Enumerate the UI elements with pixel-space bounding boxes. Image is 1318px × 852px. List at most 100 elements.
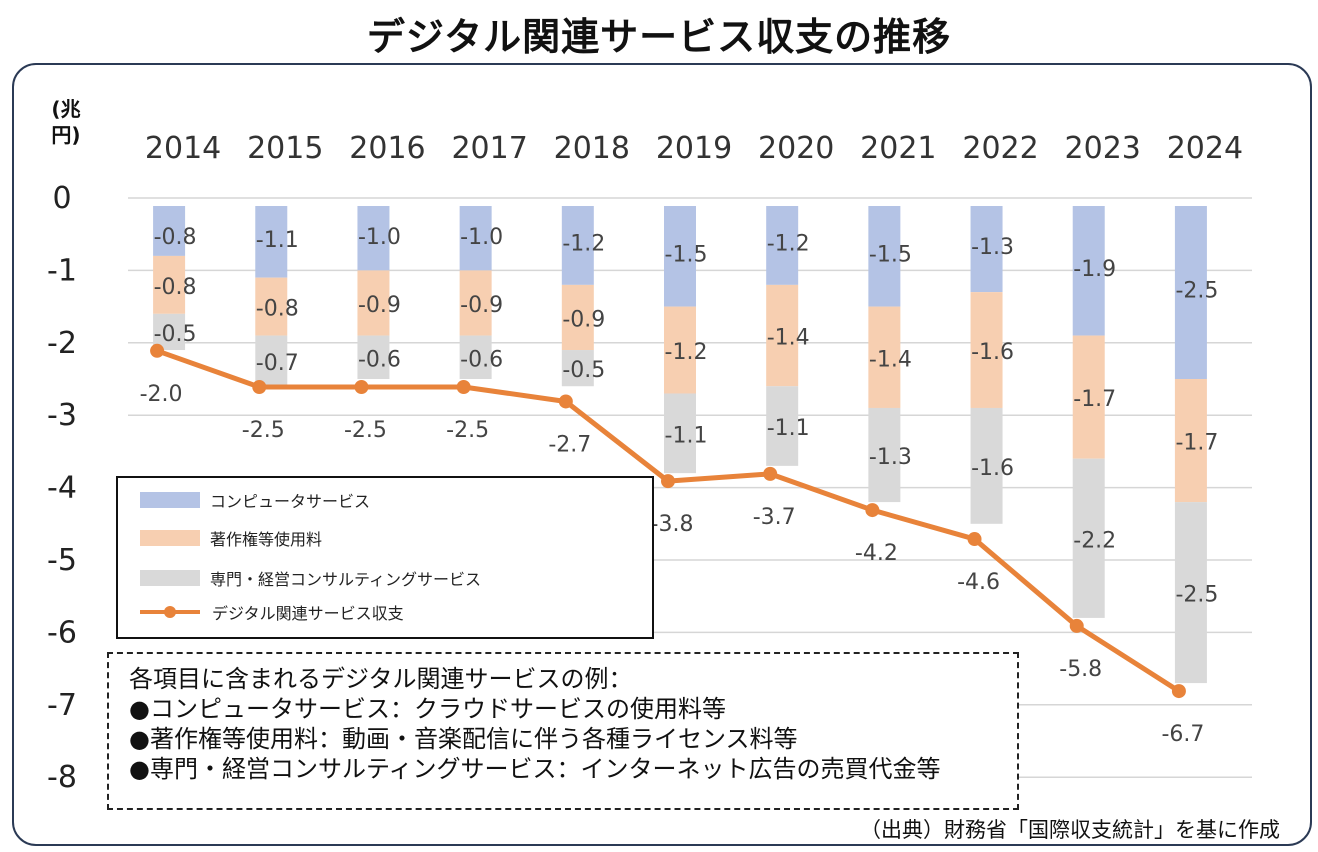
- balance-data-label: -4.2: [855, 541, 898, 566]
- legend-label: 専門・経営コンサルティングサービス: [210, 570, 482, 589]
- legend-label: コンピュータサービス: [210, 492, 371, 511]
- bar-computer: [561, 206, 594, 285]
- bar-data-label: -1.1: [767, 416, 810, 441]
- y-tick-label: -8: [47, 760, 77, 795]
- balance-data-label: -4.6: [957, 570, 1000, 595]
- bar-data-label: -1.0: [460, 225, 503, 250]
- x-tick-label: 2020: [758, 131, 834, 166]
- bar-data-label: -0.6: [460, 347, 503, 372]
- examples-item: ●著作権等使用料：動画・音楽配信に伴う各種ライセンス料等: [129, 725, 798, 753]
- x-tick-label: 2023: [1065, 131, 1141, 166]
- x-tick-label: 2021: [860, 131, 936, 166]
- bar-data-label: -1.5: [869, 242, 912, 267]
- x-tick-label: 2014: [145, 131, 221, 166]
- balance-point: [150, 343, 165, 358]
- bar-consulting: [357, 335, 390, 379]
- legend-item-computer: コンピュータサービス: [140, 486, 370, 514]
- bar-computer: [868, 206, 901, 307]
- x-tick-label: 2022: [962, 131, 1038, 166]
- bar-data-label: -1.0: [358, 225, 401, 250]
- balance-point: [558, 394, 573, 409]
- bar-data-label: -2.5: [1175, 279, 1218, 304]
- y-tick-label: -6: [47, 615, 77, 650]
- bar-data-label: -0.9: [460, 293, 503, 318]
- bar-data-label: -1.4: [869, 347, 912, 372]
- y-tick-label: 0: [52, 181, 71, 216]
- examples-item: ●コンピュータサービス：クラウドサービスの使用料等: [129, 695, 726, 723]
- balance-point: [865, 503, 880, 518]
- bar-data-label: -2.5: [1175, 583, 1218, 608]
- bar-consulting: [1174, 502, 1207, 684]
- legend-swatch-computer: [140, 492, 200, 508]
- bar-data-label: -1.5: [665, 242, 708, 267]
- bar-computer: [255, 206, 288, 278]
- bar-consulting: [766, 386, 799, 466]
- legend-item-consulting: 専門・経営コンサルティングサービス: [140, 564, 481, 592]
- x-tick-label: 2018: [554, 131, 630, 166]
- page-title: デジタル関連サービス収支の推移: [366, 15, 952, 59]
- bar-data-label: -1.2: [562, 231, 605, 256]
- y-axis-unit-label: (兆: [51, 97, 80, 121]
- legend-item-copyright: 著作権等使用料: [140, 524, 322, 552]
- bar-consulting: [255, 335, 288, 387]
- legend-label: デジタル関連サービス収支: [212, 604, 404, 623]
- bar-data-label: -0.9: [562, 307, 605, 332]
- bar-computer: [970, 206, 1003, 293]
- bar-computer: [1174, 206, 1207, 379]
- balance-data-label: -2.5: [242, 418, 285, 443]
- bar-computer: [664, 206, 696, 307]
- bar-data-label: -1.1: [256, 228, 299, 253]
- x-tick-label: 2024: [1167, 131, 1243, 166]
- bar-data-label: -0.8: [154, 225, 197, 250]
- bar-data-label: -1.7: [1073, 387, 1116, 412]
- source-note: （出典）財務省「国際収支統計」を基に作成: [860, 818, 1280, 842]
- legend-swatch-copyright: [140, 530, 200, 546]
- bar-data-label: -1.6: [971, 340, 1014, 365]
- bar-consulting: [970, 407, 1003, 524]
- bar-copyright: [970, 292, 1003, 408]
- examples-heading: 各項目に含まれるデジタル関連サービスの例：: [129, 665, 633, 693]
- bar-copyright: [868, 306, 901, 408]
- balance-point: [354, 380, 369, 394]
- bar-data-label: -1.2: [767, 231, 810, 256]
- x-tick-label: 2016: [349, 131, 425, 166]
- x-tick-label: 2017: [451, 131, 527, 166]
- bar-consulting: [868, 407, 901, 503]
- balance-data-label: -2.7: [548, 432, 591, 457]
- examples-item: ●専門・経営コンサルティングサービス：インターネット広告の売買代金等: [129, 755, 941, 783]
- bar-data-label: -0.5: [154, 322, 197, 347]
- balance-point: [456, 380, 471, 394]
- balance-point: [252, 380, 267, 394]
- bar-computer: [1072, 206, 1105, 336]
- y-tick-label: -2: [47, 326, 77, 361]
- y-tick-label: -1: [47, 253, 77, 288]
- bar-copyright: [561, 284, 594, 351]
- chart-frame: [12, 63, 1312, 846]
- bar-data-label: -1.9: [1073, 257, 1116, 282]
- bar-data-label: -0.7: [256, 351, 299, 376]
- bar-computer: [766, 206, 799, 285]
- bar-data-label: -0.8: [154, 275, 197, 300]
- bar-data-label: -2.2: [1073, 528, 1116, 553]
- legend: コンピュータサービス 著作権等使用料 専門・経営コンサルティングサービス デジタ…: [116, 476, 654, 639]
- x-tick-label: 2015: [247, 131, 323, 166]
- bar-data-label: -1.4: [767, 326, 810, 351]
- legend-label: 著作権等使用料: [210, 530, 323, 549]
- bar-data-label: -1.3: [869, 445, 912, 470]
- bar-data-label: -0.5: [562, 358, 605, 383]
- balance-point: [967, 532, 982, 547]
- balance-data-label: -2.5: [344, 418, 387, 443]
- bar-computer: [459, 206, 492, 271]
- balance-data-label: -3.8: [651, 512, 694, 537]
- balance-point: [661, 474, 675, 489]
- legend-swatch-consulting: [140, 570, 200, 586]
- y-tick-label: -3: [47, 398, 77, 433]
- bar-data-label: -1.6: [971, 456, 1014, 481]
- examples-box: 各項目に含まれるデジタル関連サービスの例： ●コンピュータサービス：クラウドサー…: [107, 652, 1019, 810]
- bar-copyright: [357, 270, 390, 336]
- bar-copyright: [153, 255, 186, 314]
- y-tick-label: -5: [47, 543, 77, 578]
- bar-data-label: -0.6: [358, 347, 401, 372]
- bar-data-label: -0.9: [358, 293, 401, 318]
